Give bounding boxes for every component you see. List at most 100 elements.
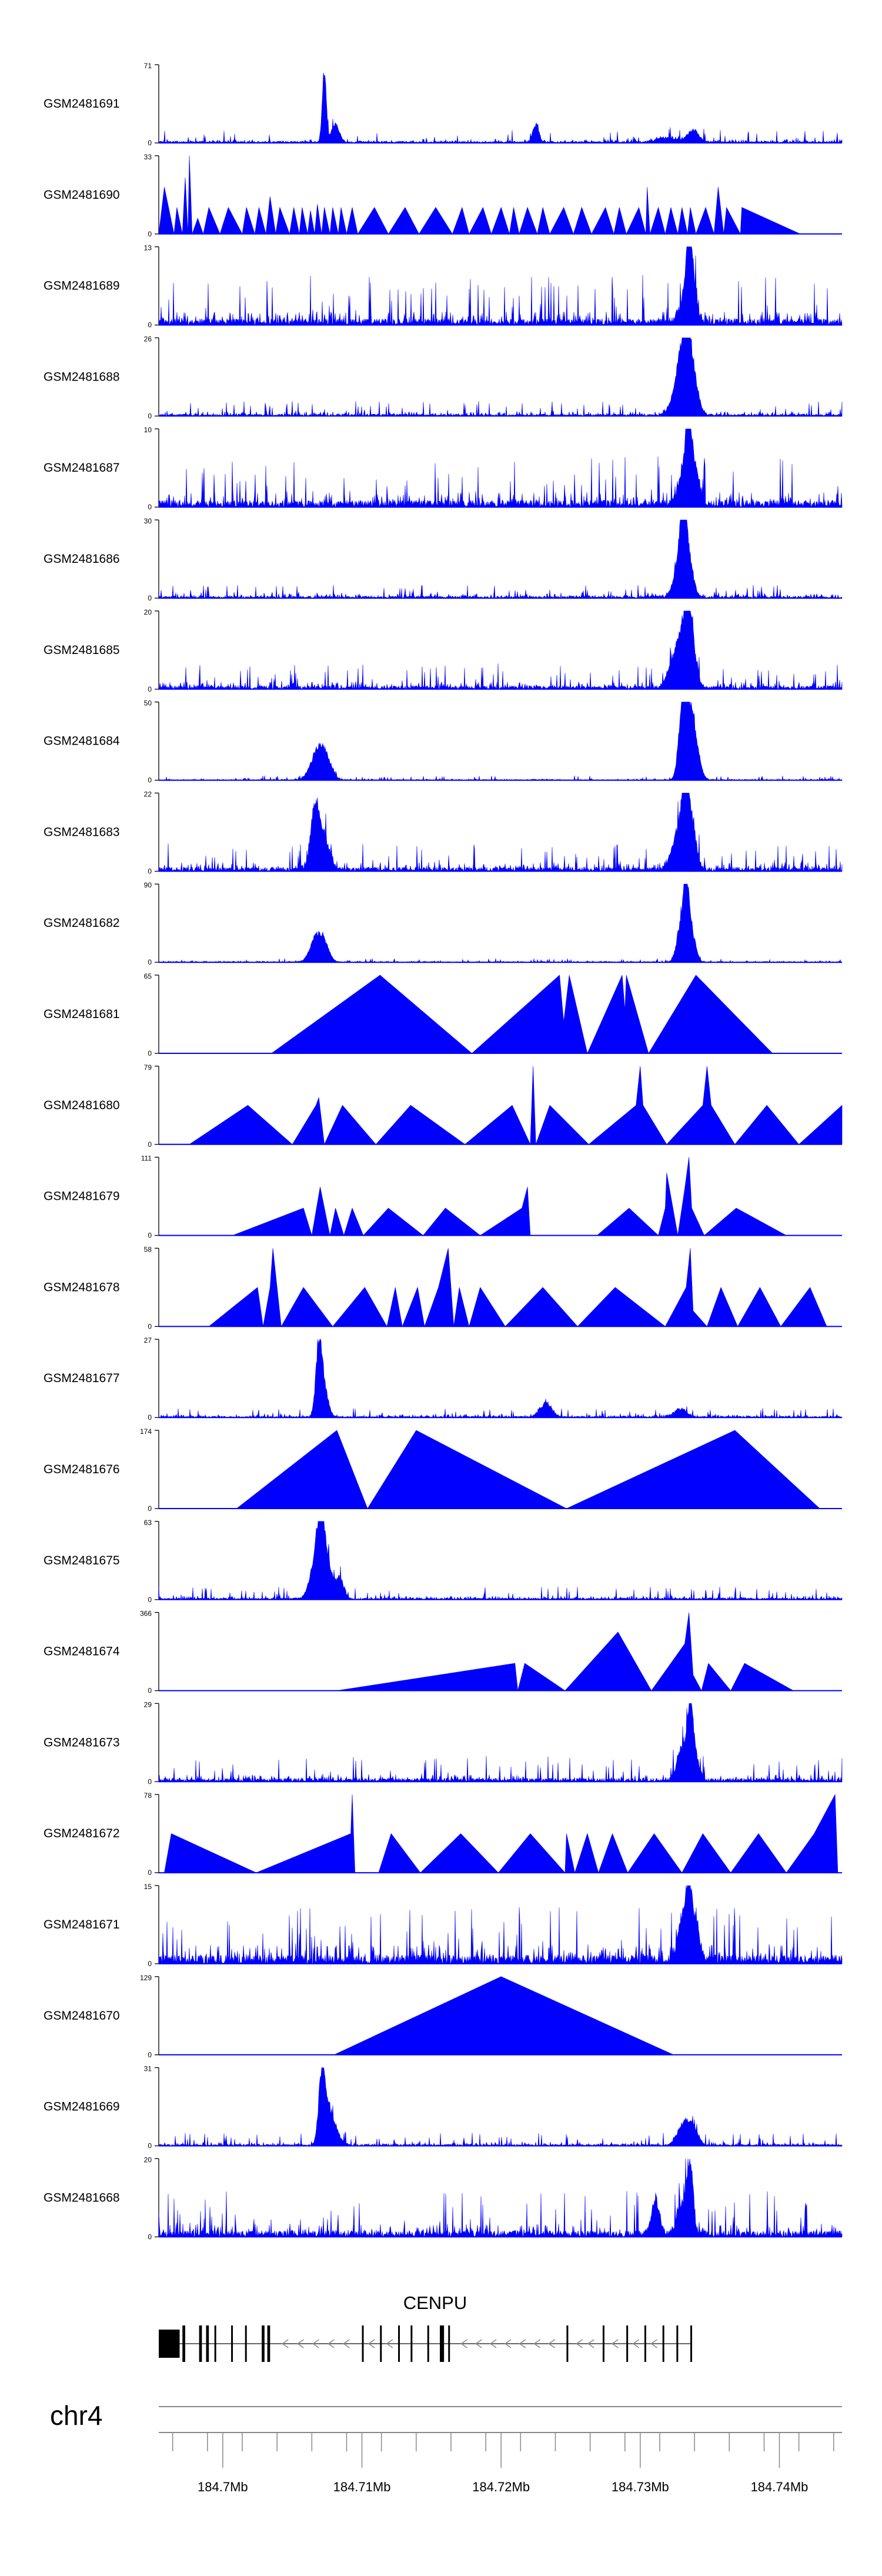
exon (206, 2325, 209, 2362)
track-name-label: GSM2481671 (44, 1918, 120, 1931)
exon (440, 2325, 445, 2362)
coverage-area (158, 1521, 843, 1600)
track-name-label: GSM2481676 (44, 1463, 120, 1476)
track-name-label: GSM2481680 (44, 1099, 120, 1112)
y-min-label: 0 (148, 1232, 152, 1240)
track-GSM2481686: GSM2481686 30 0 (44, 517, 843, 602)
strand-arrow-icon (650, 2339, 657, 2348)
y-min-label: 0 (148, 1049, 152, 1057)
y-max-label: 30 (144, 517, 152, 525)
tick-label: 184.71Mb (333, 2480, 391, 2494)
strand-arrow-icon (548, 2339, 556, 2348)
exon (159, 2330, 180, 2358)
coverage-area (336, 1612, 794, 1691)
coverage-area (270, 975, 773, 1054)
coverage-area (232, 1157, 787, 1236)
track-name-label: GSM2481670 (44, 2009, 120, 2023)
coverage-area (158, 72, 843, 144)
track-name-label: GSM2481677 (44, 1372, 120, 1385)
track-name-label: GSM2481684 (44, 735, 120, 748)
y-max-label: 20 (144, 2155, 152, 2164)
coverage-area (158, 338, 843, 417)
track-GSM2481679: GSM2481679 111 0 (44, 1154, 842, 1240)
y-max-label: 22 (144, 790, 152, 798)
strand-arrow-icon (519, 2339, 526, 2348)
exon (245, 2325, 247, 2362)
chromosome-label: chr4 (50, 2400, 102, 2431)
coverage-area (334, 1976, 674, 2056)
exon (199, 2325, 202, 2362)
track-GSM2481685: GSM2481685 20 0 (44, 608, 843, 693)
track-name-label: GSM2481681 (44, 1007, 120, 1021)
y-max-label: 174 (140, 1427, 152, 1436)
y-min-label: 0 (148, 1413, 152, 1422)
track-GSM2481668: GSM2481668 20 0 (44, 2155, 843, 2241)
y-min-label: 0 (148, 1687, 152, 1695)
y-max-label: 58 (144, 1245, 152, 1253)
y-min-label: 0 (148, 776, 152, 785)
track-name-label: GSM2481669 (44, 2100, 120, 2114)
gene-name-label: CENPU (403, 2293, 467, 2313)
gene-model-track: CENPU (159, 2293, 693, 2362)
coverage-area (158, 1703, 843, 1783)
exon (427, 2325, 429, 2362)
exon (267, 2325, 270, 2362)
track-name-label: GSM2481673 (44, 1736, 120, 1749)
track-GSM2481680: GSM2481680 79 0 (44, 1063, 843, 1149)
exon (214, 2325, 216, 2362)
coverage-area (158, 702, 843, 781)
exon (626, 2325, 629, 2362)
strand-arrow-icon (576, 2339, 583, 2348)
track-GSM2481682: GSM2481682 90 0 (44, 881, 843, 966)
coverage-area (158, 428, 843, 508)
strand-arrow-icon (368, 2339, 375, 2348)
track-GSM2481670: GSM2481670 129 0 (44, 1974, 842, 2059)
y-max-label: 129 (140, 1974, 152, 1982)
track-name-label: GSM2481682 (44, 916, 120, 930)
track-name-label: GSM2481691 (44, 97, 120, 111)
track-name-label: GSM2481686 (44, 552, 120, 566)
coverage-area (208, 1248, 827, 1327)
y-min-label: 0 (148, 1504, 152, 1513)
strand-arrow-icon (328, 2339, 335, 2348)
track-name-label: GSM2481675 (44, 1554, 120, 1567)
track-GSM2481672: GSM2481672 78 0 (44, 1791, 842, 1877)
coverage-area (164, 1794, 838, 1874)
y-max-label: 71 (144, 62, 152, 70)
coverage-area (236, 1430, 820, 1509)
strand-arrow-icon (632, 2339, 640, 2348)
coverage-area (158, 1339, 843, 1419)
coverage-area (189, 1066, 843, 1145)
strand-arrow-icon (611, 2339, 619, 2348)
y-min-label: 0 (148, 2051, 152, 2059)
y-min-label: 0 (148, 412, 152, 420)
strand-arrow-icon (296, 2339, 304, 2348)
y-min-label: 0 (148, 1777, 152, 1786)
coverage-area (158, 1885, 843, 1964)
exon (448, 2325, 450, 2362)
y-min-label: 0 (148, 867, 152, 875)
coverage-area (158, 2067, 843, 2147)
y-max-label: 26 (144, 335, 152, 343)
coverage-area (158, 610, 843, 690)
y-min-label: 0 (148, 1868, 152, 1877)
track-GSM2481675: GSM2481675 63 0 (44, 1519, 843, 1604)
track-GSM2481688: GSM2481688 26 0 (44, 335, 843, 420)
y-min-label: 0 (148, 958, 152, 966)
y-min-label: 0 (148, 1322, 152, 1330)
y-min-label: 0 (148, 594, 152, 602)
y-min-label: 0 (148, 1596, 152, 1604)
y-max-label: 27 (144, 1336, 152, 1344)
coverage-area (158, 793, 843, 872)
track-GSM2481673: GSM2481673 29 0 (44, 1700, 843, 1786)
exon (690, 2325, 693, 2362)
exon (676, 2325, 679, 2362)
track-GSM2481683: GSM2481683 22 0 (44, 790, 843, 875)
strand-arrow-icon (460, 2339, 467, 2348)
strand-arrow-icon (533, 2339, 541, 2348)
strand-arrow-icon (386, 2339, 393, 2348)
strand-arrow-icon (504, 2339, 512, 2348)
y-max-label: 33 (144, 153, 152, 161)
tick-label: 184.72Mb (472, 2480, 530, 2494)
